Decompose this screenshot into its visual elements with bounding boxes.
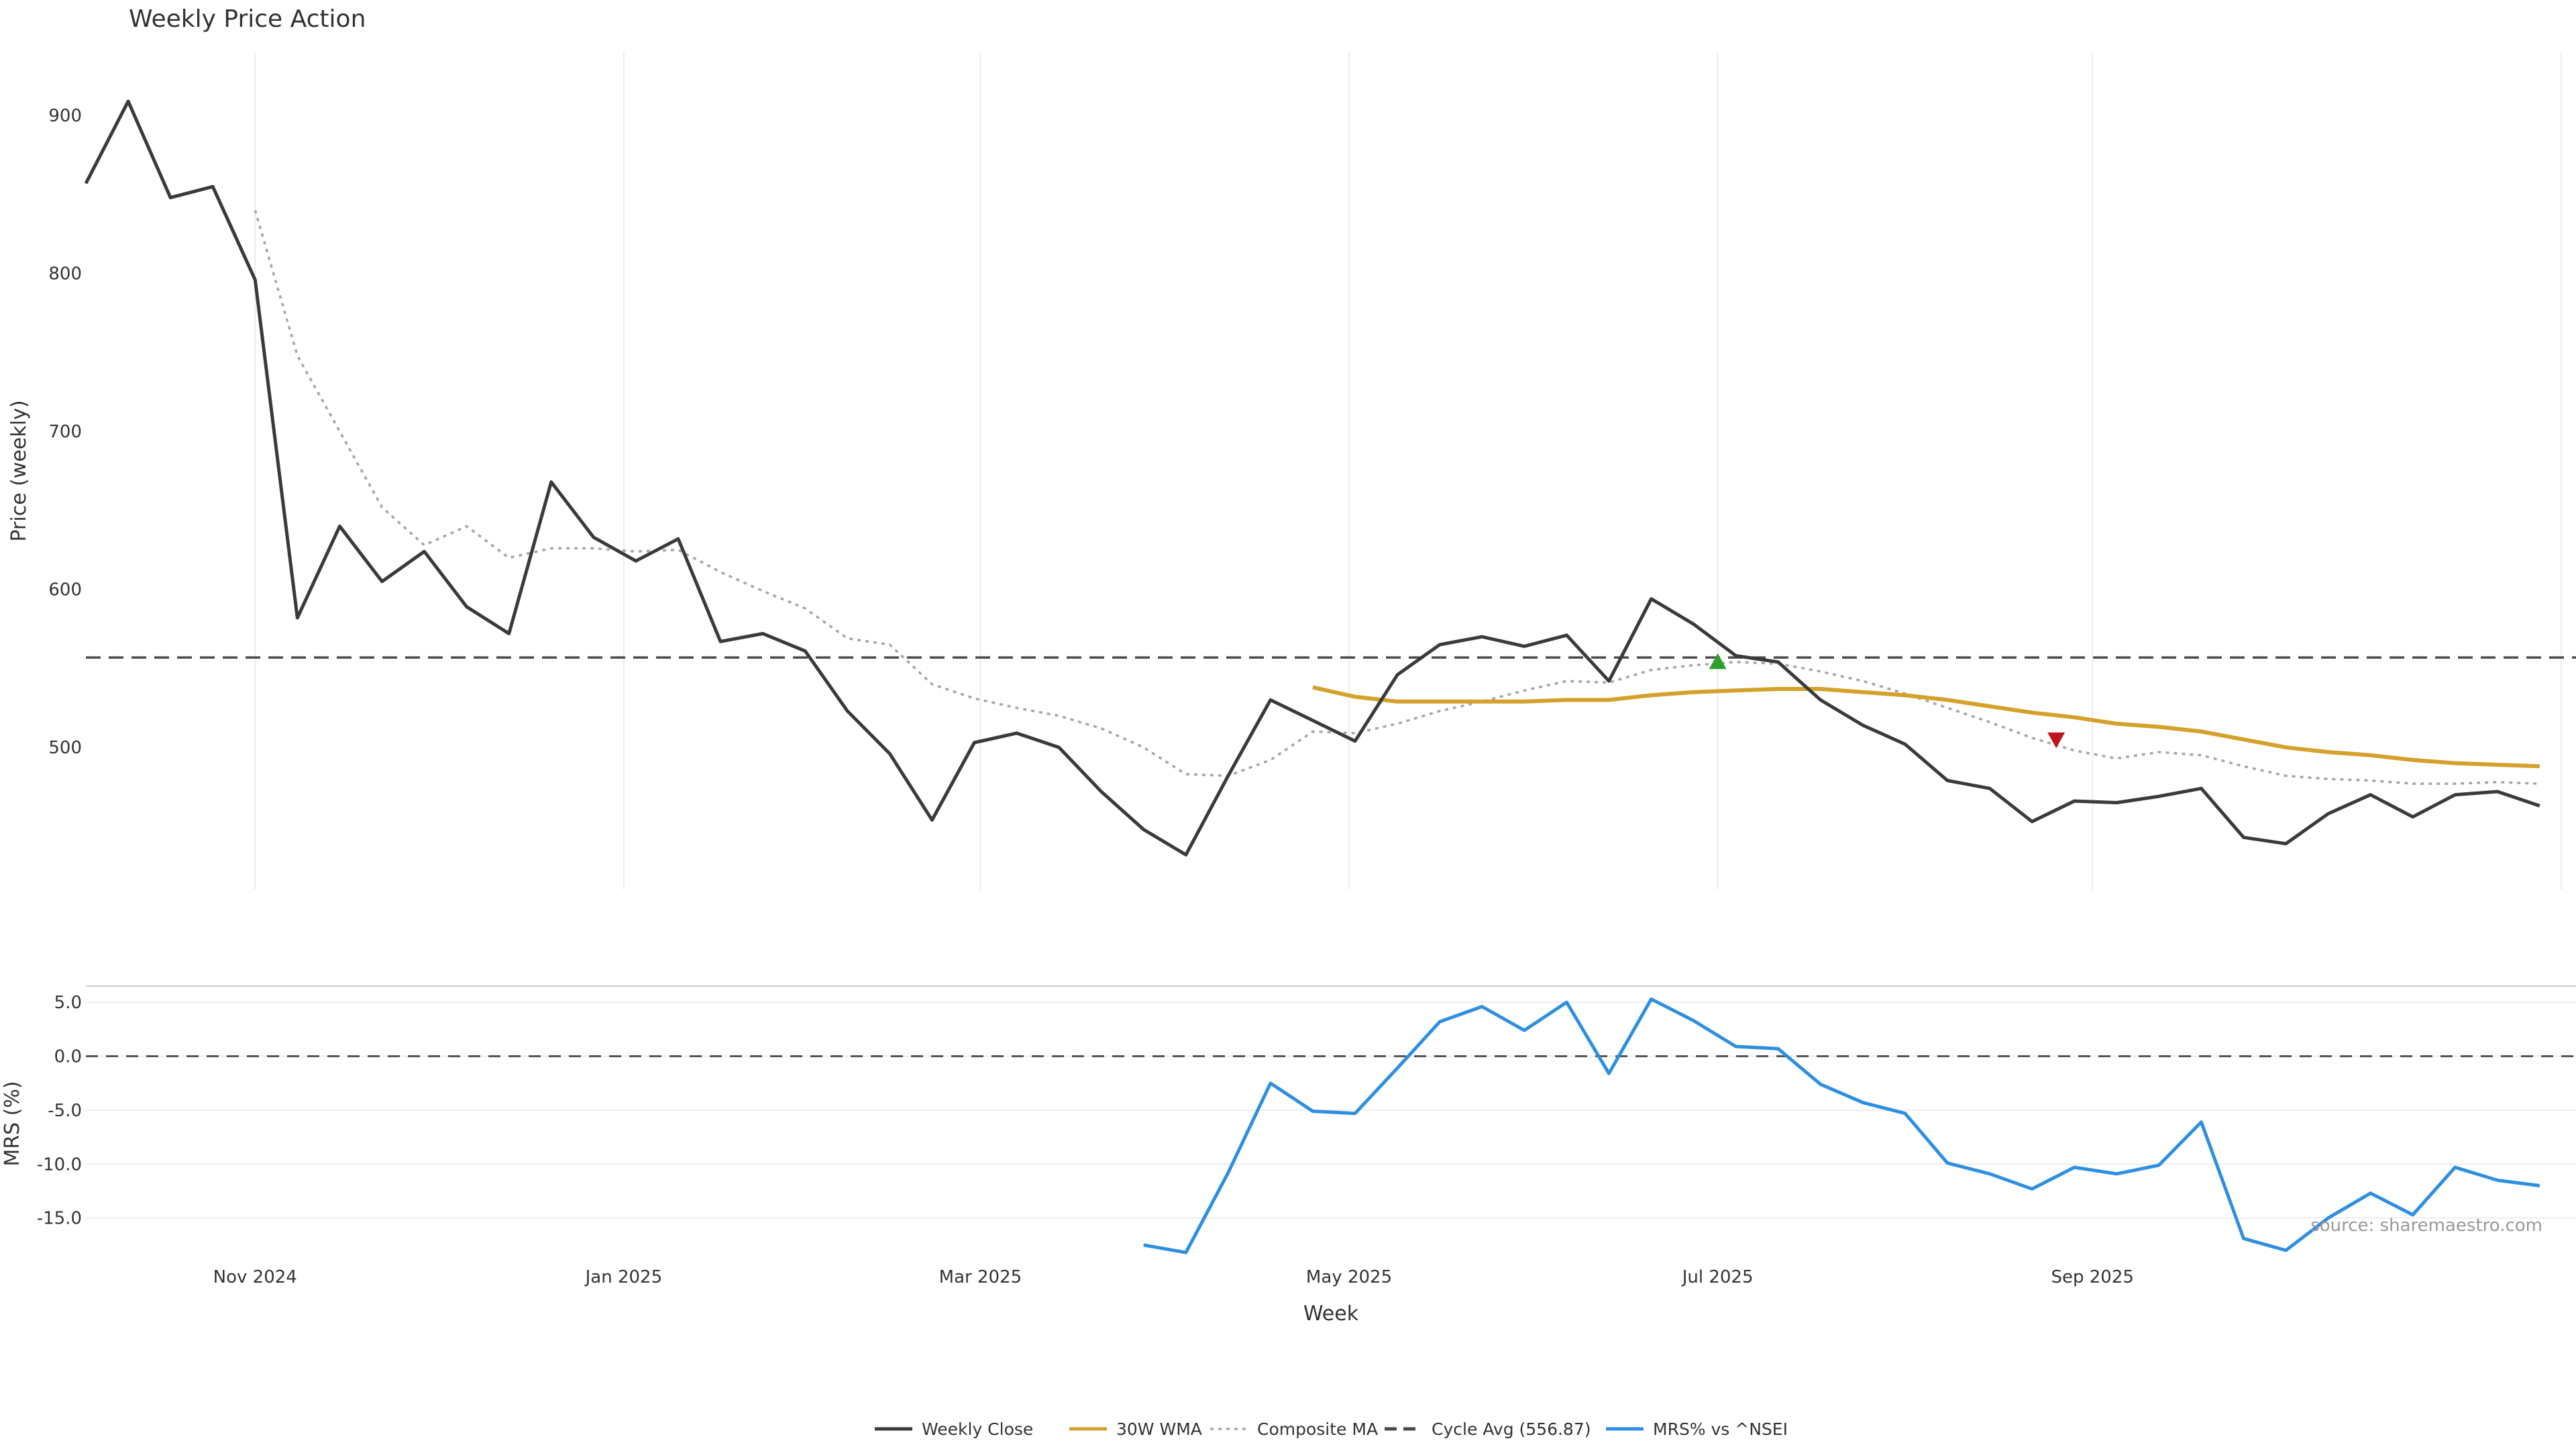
x-tick-label: Mar 2025: [939, 1267, 1022, 1287]
price-panel: 900 800 700 600 500 Price (weekly): [7, 52, 2576, 890]
sell-signal-marker: [2047, 732, 2065, 749]
series-line-mrs: [1143, 997, 2540, 1254]
x-tick-label: Jan 2025: [584, 1267, 663, 1287]
mrs-y-tick-label: -15.0: [37, 1209, 82, 1229]
price-y-tick-label: 700: [48, 422, 82, 442]
source-note: source: sharemaestro.com: [2310, 1216, 2542, 1236]
price-y-tick-label: 800: [48, 264, 82, 284]
mrs-y-axis-label: MRS (%): [1, 1081, 24, 1166]
price-y-tick-label: 500: [48, 738, 82, 758]
x-tick-label: Jul 2025: [1681, 1267, 1754, 1287]
mrs-y-tick-label: 0.0: [54, 1047, 82, 1067]
series-line-30w-wma: [1312, 685, 2540, 769]
legend-label: 30W WMA: [1116, 1419, 1202, 1439]
buy-signal-marker: [1709, 653, 1727, 669]
x-tick-label: Nov 2024: [213, 1267, 297, 1287]
legend-label: Weekly Close: [922, 1419, 1033, 1439]
mrs-y-tick-label: -5.0: [48, 1101, 82, 1121]
series-line-composite-ma: [254, 210, 2540, 785]
price-y-tick-label: 900: [48, 106, 82, 126]
legend: Weekly Close 30W WMA Composite MA Cycle Avg…: [875, 1419, 1788, 1439]
price-y-tick-label: 600: [48, 580, 82, 600]
x-tick-label: May 2025: [1306, 1267, 1392, 1287]
x-tick-label: Sep 2025: [2051, 1267, 2134, 1287]
legend-label: Composite MA: [1257, 1419, 1378, 1439]
mrs-y-tick-label: -10.0: [37, 1155, 82, 1175]
mrs-panel: 5.0 0.0 -5.0 -10.0 -15.0 MRS (%): [1, 985, 2576, 1254]
legend-label: Cycle Avg (556.87): [1432, 1419, 1591, 1439]
chart-title: Weekly Price Action: [129, 5, 366, 33]
mrs-y-tick-label: 5.0: [54, 993, 82, 1013]
x-axis-label: Week: [1303, 1302, 1359, 1326]
price-y-axis-label: Price (weekly): [7, 400, 31, 541]
legend-label: MRS% vs ^NSEI: [1653, 1419, 1788, 1439]
series-line-weekly-close: [84, 99, 2540, 857]
